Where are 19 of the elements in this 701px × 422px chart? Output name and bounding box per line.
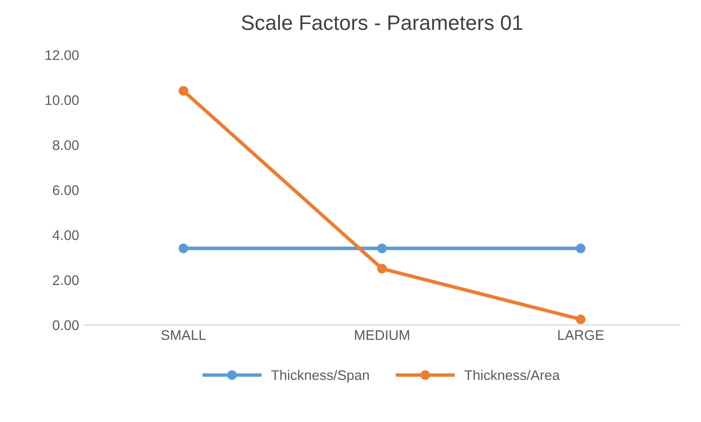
- y-tick-label: 2.00: [52, 275, 79, 286]
- point: [377, 244, 387, 254]
- y-tick-label: 6.00: [52, 185, 79, 196]
- y-tick-label: 8.00: [52, 140, 79, 150]
- point: [576, 314, 586, 324]
- chart-title: Scale Factors - Parameters 01: [242, 14, 522, 30]
- legend-label: Thickness/Area: [464, 370, 560, 380]
- legend-label: Thickness/Span: [271, 370, 369, 383]
- x-tick-label: LARGE: [558, 330, 604, 340]
- y-tick-label: 4.00: [52, 230, 79, 240]
- point: [178, 86, 188, 96]
- point: [377, 264, 387, 274]
- x-tick-label: MEDIUM: [355, 330, 410, 340]
- y-tick-label: 12.00: [46, 50, 79, 60]
- point: [178, 244, 188, 254]
- y-tick-label: 10.00: [46, 95, 79, 106]
- y-tick-label: 0.00: [52, 320, 79, 330]
- point: [576, 244, 586, 254]
- x-tick-label: SMALL: [161, 330, 206, 340]
